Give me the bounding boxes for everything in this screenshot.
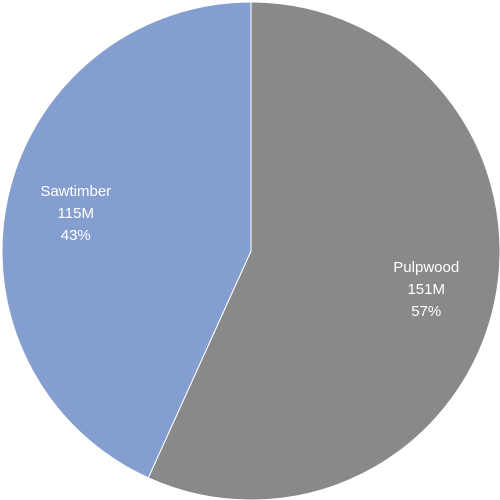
pie-slice-sawtimber: [1, 1, 252, 479]
slice-value-pulpwood: 151M: [407, 281, 445, 298]
pie-label-pulpwood: Pulpwood 151M 57%: [393, 259, 459, 320]
slice-percent-pulpwood: 57%: [411, 303, 441, 320]
slice-name-pulpwood: Pulpwood: [393, 259, 459, 276]
slice-name-sawtimber: Sawtimber: [40, 183, 111, 200]
slice-value-sawtimber: 115M: [58, 205, 94, 222]
slice-percent-sawtimber: 43%: [61, 227, 91, 244]
pie-slice-pulpwood: [147, 1, 500, 500]
pie-label-sawtimber: Sawtimber 115M 43%: [40, 183, 111, 244]
